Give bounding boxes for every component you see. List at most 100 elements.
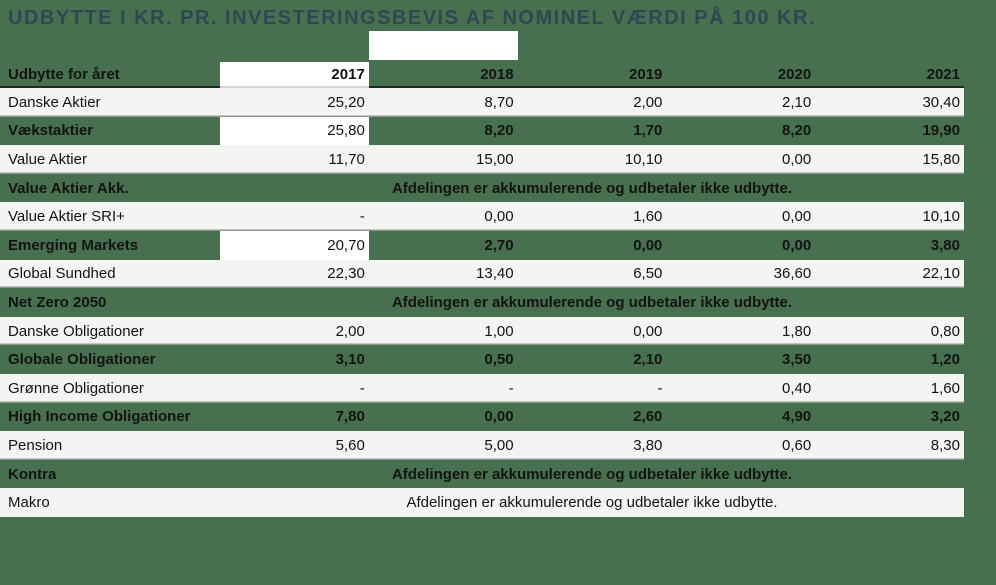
accumulating-note: Afdelingen er akkumulerende og udbetaler… [391,179,793,197]
value-cell-2021[interactable]: 22,10 [922,265,960,283]
accumulating-note: Afdelingen er akkumulerende og udbetaler… [391,293,793,311]
table-header-label: Udbytte for året [0,62,220,88]
value-cell-2017[interactable]: 11,70 [328,150,365,168]
row-label: Pension [8,436,63,454]
value-cell-2017[interactable]: 25,20 [327,93,365,111]
value-cell-2021[interactable]: 0,80 [930,322,960,340]
value-cell-2020[interactable]: 4,90 [781,408,812,426]
value-cell-2017[interactable]: 7,80 [335,408,365,426]
table-row: Pension 5,60 5,00 3,80 0,60 8,30 [0,431,964,460]
value-cell-2020[interactable]: 0,40 [781,379,812,397]
value-cell-2018[interactable]: - [508,379,514,397]
row-label: Net Zero 2050 [8,293,107,311]
value-cell-2017[interactable]: 20,70 [220,230,369,260]
column-header-2020[interactable]: 2020 [666,62,816,88]
row-label: Danske Aktier [8,93,101,111]
value-cell-2021[interactable]: 15,80 [922,150,960,168]
value-cell-2019[interactable]: 1,70 [633,122,663,140]
value-cell-2019[interactable]: 0,00 [633,236,663,254]
value-cell-2020[interactable]: 0,00 [781,150,812,168]
value-cell-2021[interactable]: 3,80 [930,236,960,254]
table-body: Danske Aktier 25,20 8,70 2,00 2,10 30,40 Vækst… [0,88,964,517]
table-row: Grønne Obligationer - - - 0,40 1,60 [0,373,964,403]
table-row: Vækstaktier 25,80 8,20 1,70 8,20 19,90 [0,116,964,146]
column-header-2021[interactable]: 2021 [815,62,964,88]
value-cell-2021[interactable]: 8,30 [930,436,960,454]
value-cell-2021[interactable]: 3,20 [930,408,960,426]
value-cell-2019[interactable]: 1,60 [633,208,663,226]
column-header-2017[interactable]: 2017 [220,62,369,88]
column-header-2019[interactable]: 2019 [517,62,667,88]
row-label: Value Aktier SRI+ [8,208,125,226]
value-cell-2018[interactable]: 0,50 [484,351,514,369]
value-cell-2017[interactable]: 25,80 [220,116,369,146]
value-cell-2017[interactable]: 5,60 [335,436,365,454]
accumulating-note: Afdelingen er akkumulerende og udbetaler… [406,494,778,512]
value-cell-2018[interactable]: 8,20 [484,122,514,140]
value-cell-2021[interactable]: 1,60 [930,379,960,397]
value-cell-2017[interactable]: 22,30 [327,265,365,283]
table-row: High Income Obligationer 7,80 0,00 2,60 4,90… [0,402,964,432]
value-cell-2020[interactable]: 36,60 [773,265,812,283]
value-cell-2019[interactable]: 3,80 [633,436,663,454]
table-row: Value Aktier SRI+ - 0,00 1,60 0,00 10,10 [0,202,964,231]
table-row: Makro Afdelingen er akkumulerende og udbe… [0,488,964,517]
value-cell-2021[interactable]: 1,20 [930,351,960,369]
value-cell-2019[interactable]: 2,10 [633,351,663,369]
value-cell-2020[interactable]: 3,50 [781,351,812,369]
row-label: Danske Obligationer [8,322,144,340]
value-cell-2018[interactable]: 1,00 [484,322,514,340]
value-cell-2020[interactable]: 2,10 [781,93,812,111]
value-cell-2019[interactable]: 2,00 [633,93,663,111]
value-cell-2021[interactable]: 10,10 [922,208,960,226]
table-row: Value Aktier 11,70 15,00 10,10 0,00 15,80 [0,145,964,174]
accumulating-note: Afdelingen er akkumulerende og udbetaler… [391,465,793,483]
table-row: Globale Obligationer 3,10 0,50 2,10 3,50 1,20 [0,345,964,374]
value-cell-2020[interactable]: 8,20 [781,122,812,140]
dividend-table: Udbytte for året 2017 2018 2019 2020 2021 Da… [0,62,964,517]
value-cell-2017[interactable]: 3,10 [335,351,365,369]
value-cell-2017[interactable]: - [359,379,365,397]
hover-highlight-box [369,31,518,60]
row-label: Global Sundhed [8,265,116,283]
value-cell-2019[interactable]: 10,10 [624,150,663,168]
row-label: Vækstaktier [8,122,94,140]
value-cell-2018[interactable]: 2,70 [484,236,514,254]
table-row: Danske Aktier 25,20 8,70 2,00 2,10 30,40 [0,88,964,117]
value-cell-2018[interactable]: 15,00 [476,150,514,168]
row-label: Grønne Obligationer [8,379,144,397]
value-cell-2021[interactable]: 30,40 [922,93,960,111]
table-row: Emerging Markets 20,70 2,70 0,00 0,00 3,80 [0,230,964,260]
value-cell-2018[interactable]: 0,00 [484,408,514,426]
value-cell-2020[interactable]: 1,80 [781,322,812,340]
value-cell-2018[interactable]: 13,40 [476,265,514,283]
row-label: Globale Obligationer [8,351,156,369]
value-cell-2017[interactable]: 2,00 [335,322,365,340]
value-cell-2017[interactable]: - [359,208,365,226]
row-label: Value Aktier Akk. [8,179,129,197]
table-header-row: Udbytte for året 2017 2018 2019 2020 2021 [0,62,964,88]
page-title: UDBYTTE I KR. PR. INVESTERINGSBEVIS AF N… [8,7,816,29]
row-label: Makro [8,494,50,512]
value-cell-2018[interactable]: 8,70 [484,93,514,111]
value-cell-2019[interactable]: - [657,379,663,397]
value-cell-2018[interactable]: 0,00 [484,208,514,226]
column-header-2018[interactable]: 2018 [368,62,518,88]
table-row: Kontra Afdelingen er akkumulerende og udb… [0,459,964,489]
row-label: Kontra [8,465,57,483]
table-row: Global Sundhed 22,30 13,40 6,50 36,60 22,10 [0,259,964,289]
value-cell-2020[interactable]: 0,00 [781,236,812,254]
table-row: Net Zero 2050 Afdelingen er akkumulerende… [0,288,964,317]
value-cell-2019[interactable]: 6,50 [633,265,663,283]
row-label: Value Aktier [8,150,87,168]
value-cell-2019[interactable]: 2,60 [633,408,663,426]
value-cell-2018[interactable]: 5,00 [484,436,514,454]
table-row: Value Aktier Akk. Afdelingen er akkumuler… [0,173,964,203]
value-cell-2020[interactable]: 0,60 [781,436,812,454]
value-cell-2021[interactable]: 19,90 [922,122,960,140]
value-cell-2019[interactable]: 0,00 [633,322,663,340]
value-cell-2020[interactable]: 0,00 [781,208,812,226]
table-row: Danske Obligationer 2,00 1,00 0,00 1,80 0,80 [0,316,964,346]
row-label: Emerging Markets [8,236,139,254]
